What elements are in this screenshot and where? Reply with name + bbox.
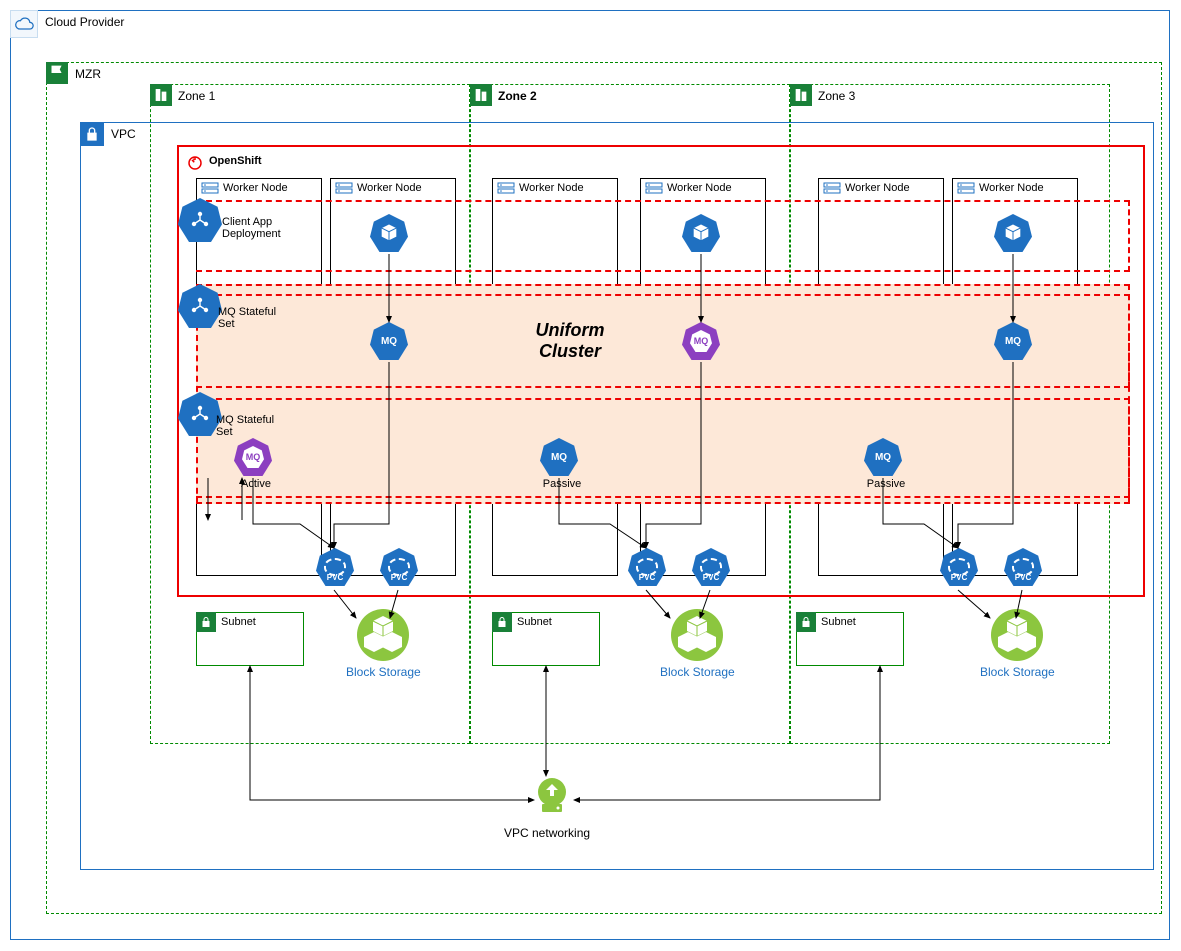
vpc-label: VPC xyxy=(111,127,136,141)
client-app-label: Client App Deployment xyxy=(222,216,302,240)
server-icon xyxy=(645,182,663,196)
worker-node-label: Worker Node xyxy=(667,182,732,194)
worker-node-label: Worker Node xyxy=(979,182,1044,194)
uniform-cluster-label: Uniform Cluster xyxy=(510,320,630,362)
lock-icon xyxy=(796,612,816,632)
worker-node-label: Worker Node xyxy=(223,182,288,194)
vpc-icon xyxy=(80,122,104,146)
mq-node: MQPassive xyxy=(864,438,902,476)
mq-set1-badge xyxy=(178,284,222,328)
server-icon xyxy=(957,182,975,196)
datacenter-icon xyxy=(150,84,172,106)
openshift-icon xyxy=(185,153,205,173)
openshift-label: OpenShift xyxy=(209,155,262,167)
mq-state-label: Passive xyxy=(540,478,584,490)
block-storage-node: Block Storage xyxy=(346,608,421,679)
mq-node: MQActive xyxy=(234,438,272,476)
pod-cube-icon xyxy=(682,214,720,252)
pvc-node: PVC xyxy=(316,548,354,586)
pvc-node: PVC xyxy=(940,548,978,586)
client-app-band xyxy=(196,200,1130,272)
worker-node-label: Worker Node xyxy=(519,182,584,194)
mzr-label: MZR xyxy=(75,67,101,81)
block-storage-label: Block Storage xyxy=(346,665,421,679)
server-icon xyxy=(497,182,515,196)
flag-icon xyxy=(46,62,68,84)
block-storage-label: Block Storage xyxy=(660,665,735,679)
subnet-box: Subnet xyxy=(796,612,904,666)
server-icon xyxy=(335,182,353,196)
subnet-label: Subnet xyxy=(221,616,256,628)
datacenter-icon xyxy=(790,84,812,106)
mq-set2-label: MQ Stateful Set xyxy=(216,414,288,438)
worker-node-label: Worker Node xyxy=(357,182,422,194)
mq-set2-band xyxy=(196,398,1130,498)
pvc-node: PVC xyxy=(692,548,730,586)
vpc-networking-label: VPC networking xyxy=(504,826,590,840)
subnet-box: Subnet xyxy=(196,612,304,666)
cloud-provider-label: Cloud Provider xyxy=(45,15,124,29)
server-icon xyxy=(823,182,841,196)
pvc-node: PVC xyxy=(1004,548,1042,586)
server-icon xyxy=(201,182,219,196)
zone-1-label: Zone 1 xyxy=(178,89,215,103)
subnet-label: Subnet xyxy=(821,616,856,628)
pvc-node: PVC xyxy=(380,548,418,586)
mq-node: MQ xyxy=(682,322,720,360)
lock-icon xyxy=(492,612,512,632)
mq-set1-label: MQ Stateful Set xyxy=(218,306,290,330)
mq-node: MQPassive xyxy=(540,438,578,476)
zone-3-label: Zone 3 xyxy=(818,89,855,103)
block-storage-label: Block Storage xyxy=(980,665,1055,679)
mq-state-label: Passive xyxy=(864,478,908,490)
subnet-box: Subnet xyxy=(492,612,600,666)
lock-icon xyxy=(196,612,216,632)
datacenter-icon xyxy=(470,84,492,106)
worker-node-label: Worker Node xyxy=(845,182,910,194)
cloud-icon xyxy=(10,10,38,38)
client-app-badge xyxy=(178,198,222,242)
mq-set1-band xyxy=(196,294,1130,388)
pod-cube-icon xyxy=(994,214,1032,252)
pod-cube-icon xyxy=(370,214,408,252)
mq-node: MQ xyxy=(994,322,1032,360)
pvc-node: PVC xyxy=(628,548,666,586)
vpc-networking-node xyxy=(528,774,576,822)
zone-2-label: Zone 2 xyxy=(498,89,537,103)
block-storage-node: Block Storage xyxy=(980,608,1055,679)
block-storage-node: Block Storage xyxy=(660,608,735,679)
mq-state-label: Active xyxy=(234,478,278,490)
subnet-label: Subnet xyxy=(517,616,552,628)
mq-node: MQ xyxy=(370,322,408,360)
